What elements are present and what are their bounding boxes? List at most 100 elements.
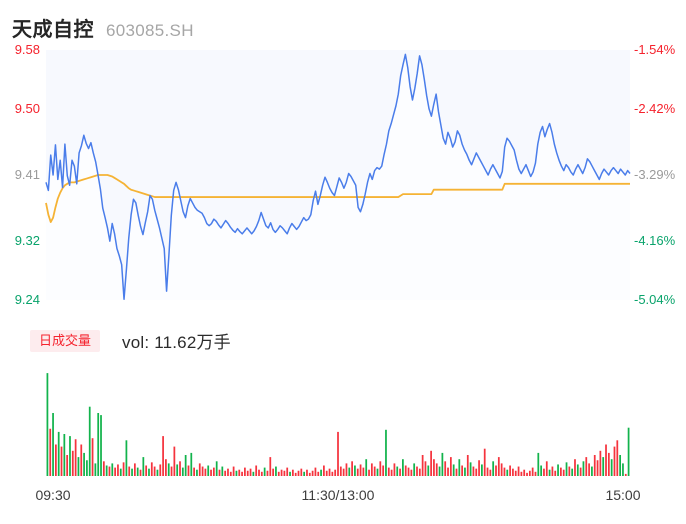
volume-bar [69,436,71,476]
volume-bar [105,465,108,476]
volume-bar [311,470,314,476]
volume-bar [506,469,509,476]
price-chart[interactable] [0,50,686,312]
volume-bar [131,468,133,476]
chart-header: 天成自控 603085.SH [12,13,194,42]
volume-bar [602,457,605,476]
volume-bar [277,471,280,476]
volume-bar [294,472,297,476]
volume-bar [591,466,593,476]
volume-bar [354,465,356,476]
stock-name: 天成自控 [12,19,94,41]
volume-bar [181,467,184,476]
price-axis-tick-right-4: -5.04% [634,292,676,307]
volume-bar [370,463,373,476]
volume-bar [554,470,557,476]
volume-bar [252,471,255,476]
volume-bar [190,452,193,476]
volume-bar [382,465,385,476]
volume-bar [404,465,407,476]
volume-bar [359,464,362,476]
volume-bar [362,467,365,476]
volume-bar [97,413,100,476]
volume-bar [145,465,148,476]
volume-bar [100,415,102,476]
volume-bar [509,465,511,476]
volume-bar [80,444,83,476]
volume-bar [102,461,105,476]
price-area-fill [46,54,630,300]
volume-bar [624,473,627,476]
volume-bar [317,471,320,476]
volume-bar [334,469,337,476]
volume-bar [303,471,306,476]
volume-bar [571,468,574,476]
volume-bar [266,470,269,476]
volume-bar [455,468,458,476]
average-price-line [45,174,630,223]
volume-bar [619,455,621,476]
volume-bar [560,467,562,476]
volume-bar [365,459,368,476]
volume-bar [523,469,526,476]
volume-bar [74,439,77,476]
volume-bar [574,459,576,476]
volume-bar [339,466,342,476]
volume-bar [66,455,69,476]
volume-bar [238,469,241,476]
volume-bar [585,457,588,476]
volume-chart-svg[interactable] [0,365,686,480]
volume-bar [540,465,543,476]
volume-header: 日成交量 vol: 11.62万手 [30,328,231,353]
volume-bar [108,466,111,476]
volume-bar [486,467,489,476]
volume-bar [520,471,523,476]
volume-badge[interactable]: 日成交量 [30,329,101,352]
volume-bar [430,450,432,476]
volume-bar [557,464,559,476]
volume-bar [314,467,317,476]
volume-bar [71,450,74,476]
volume-bar [351,461,353,476]
volume-bar [159,464,162,476]
volume-bar [244,467,246,476]
volume-bar [599,450,602,476]
volume-bar [531,467,534,476]
volume-bar [427,465,430,476]
volume-bar [610,459,613,476]
volume-bar [548,469,551,476]
volume-bar [215,461,218,476]
price-line [45,53,631,301]
volume-bar [306,469,308,476]
volume-bar [258,469,260,476]
volume-bar [435,463,438,476]
volume-bar [114,467,116,476]
volume-bar [150,462,153,476]
volume-bar [331,471,334,476]
volume-bar [88,406,91,476]
volume-bar [433,459,435,476]
volume-bar [407,467,410,476]
volume-bar [77,457,80,476]
volume-bar [503,467,506,476]
volume-bar [289,471,291,476]
volume-bar [232,466,235,476]
volume-bar [224,470,227,476]
volume-bar [179,461,181,476]
volume-bar [229,471,232,476]
volume-bar [551,466,554,476]
volume-bar [162,436,164,476]
volume-bar [187,465,190,476]
volume-bar [133,463,136,476]
volume-bar [184,455,187,476]
volume-bar [342,468,345,476]
volume-bar [449,457,452,476]
volume-chart[interactable] [0,365,686,480]
volume-bar [416,466,418,476]
volume-bar [300,468,303,476]
price-axis-tick-left-1: 9.50 [14,100,40,116]
volume-bar [320,469,322,476]
price-chart-svg[interactable] [0,50,686,312]
volume-bar [492,461,495,476]
volume-bar [173,446,176,476]
